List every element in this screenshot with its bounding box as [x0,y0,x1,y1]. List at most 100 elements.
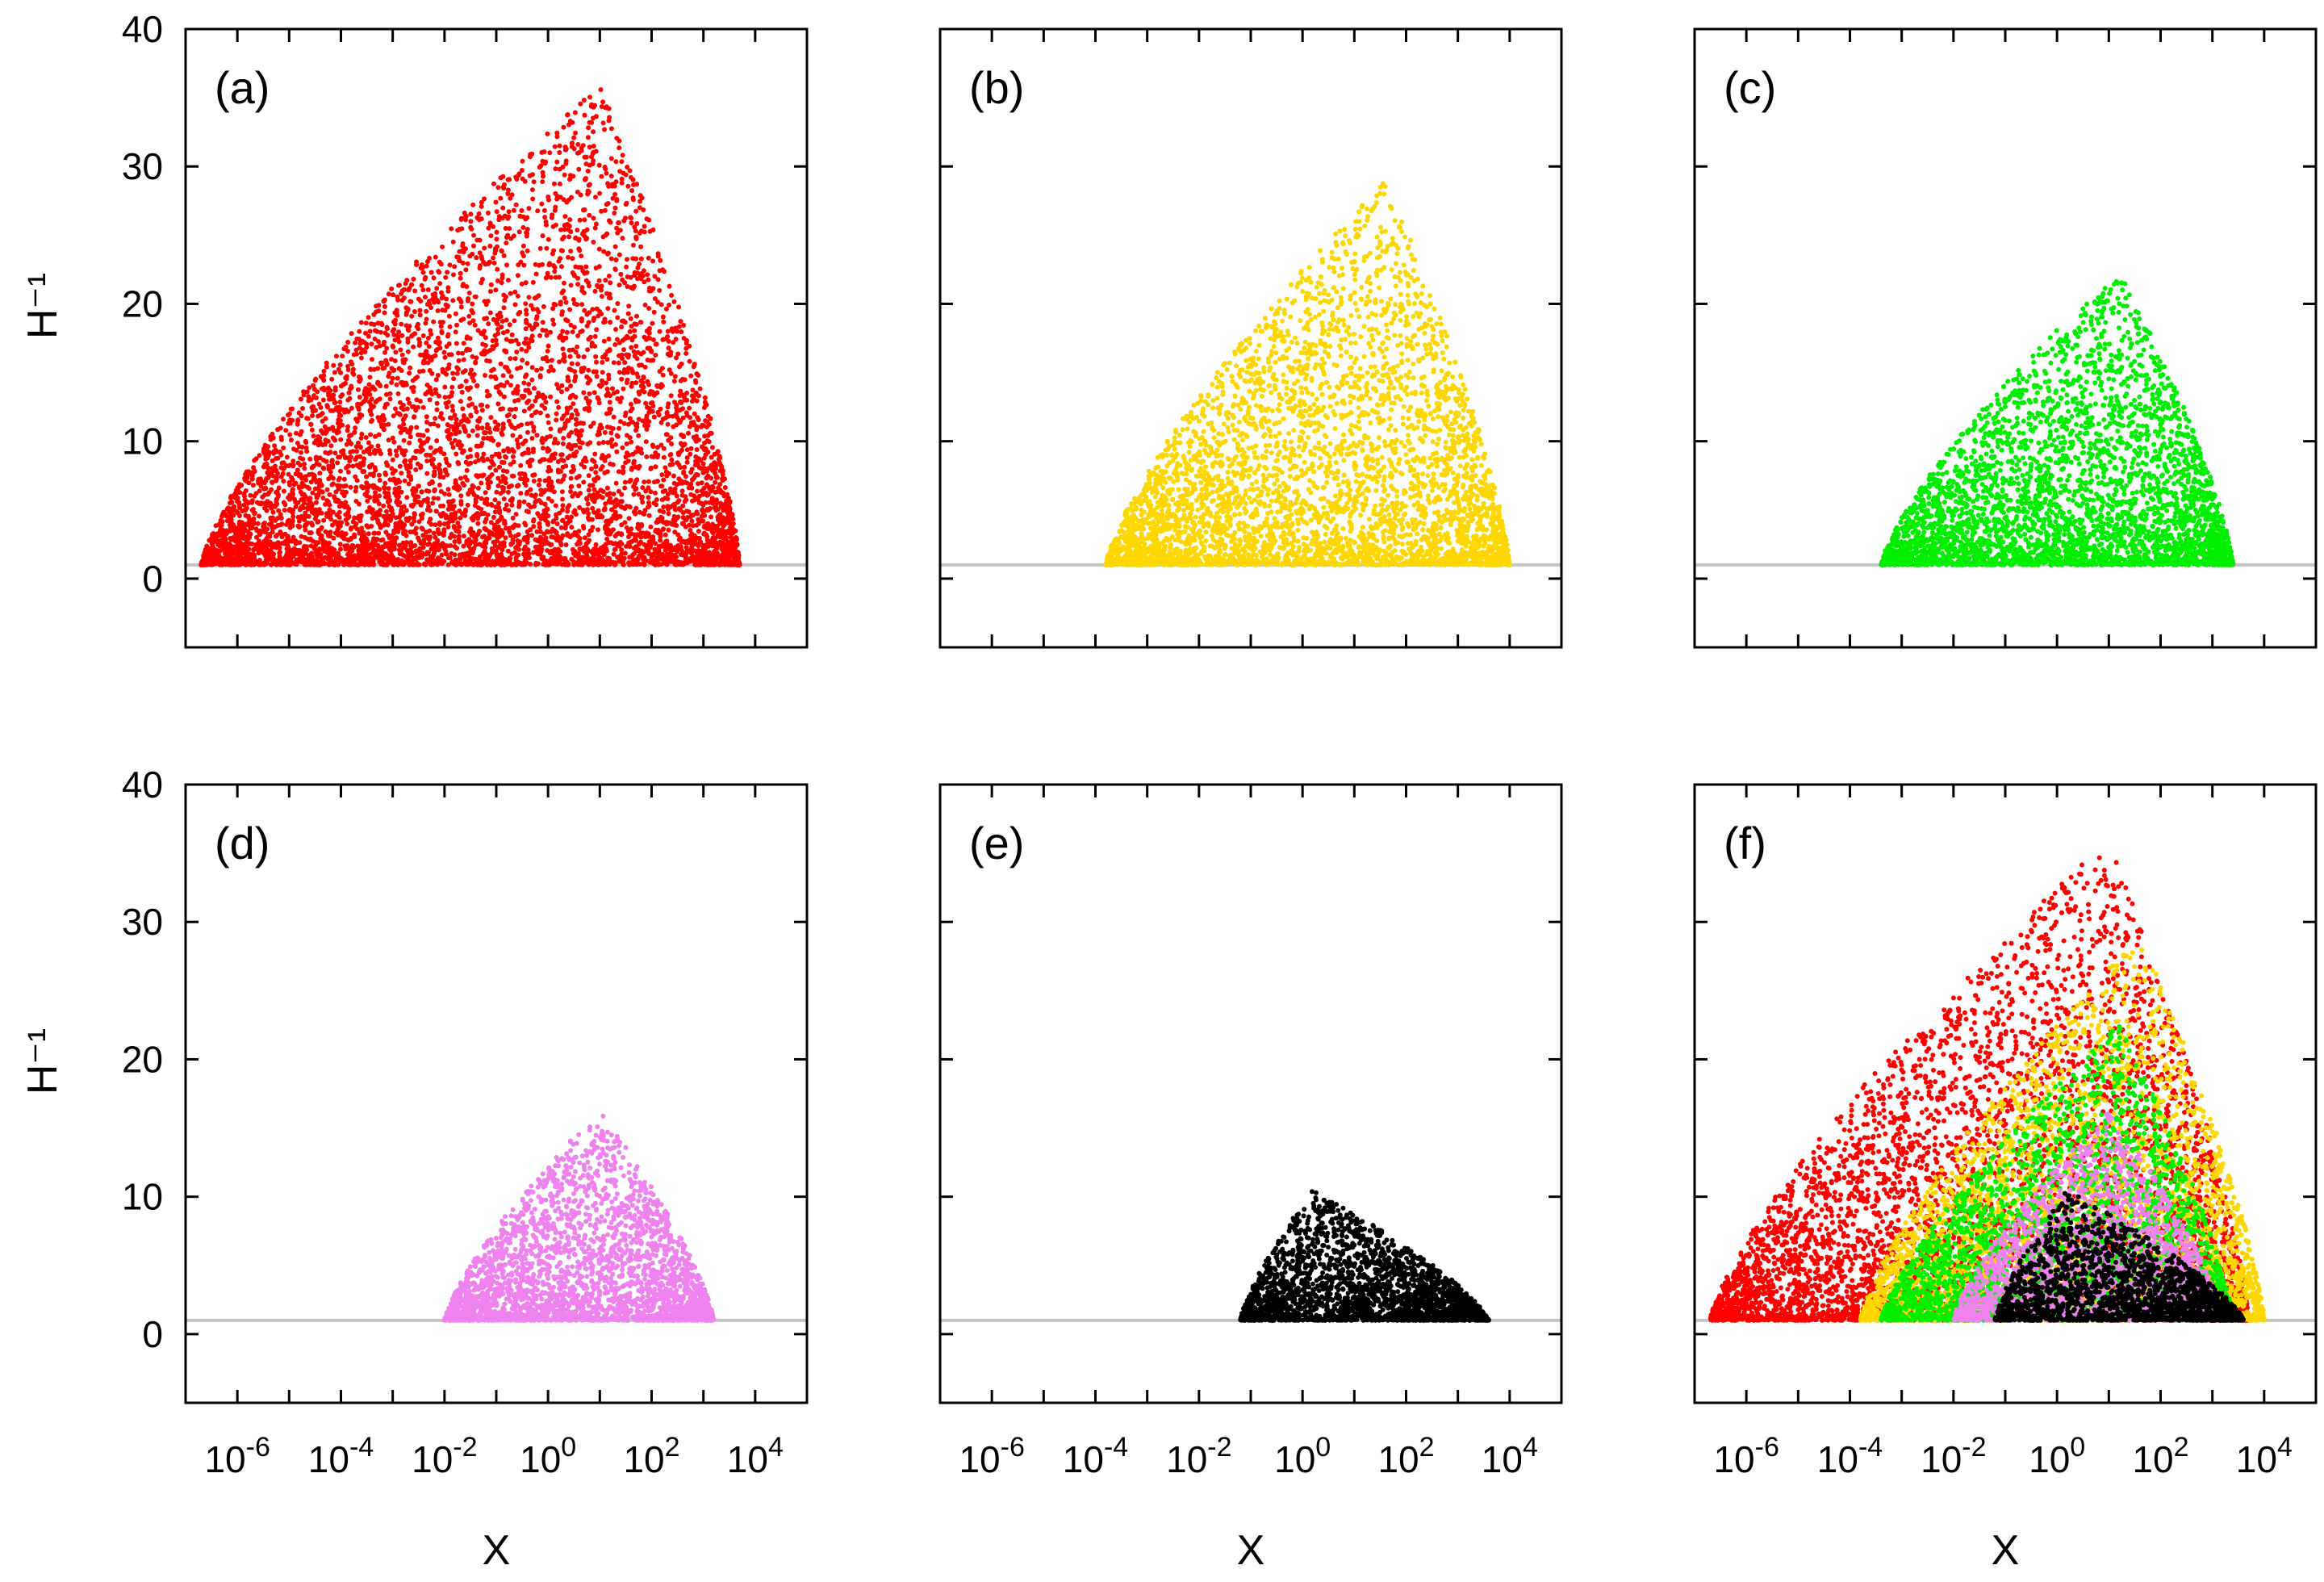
scatter-point [705,483,711,489]
scatter-point [540,179,545,185]
scatter-point [576,166,582,172]
scatter-point [600,99,606,105]
scatter-point [500,373,506,379]
scatter-point [503,225,508,231]
scatter-point [462,475,468,480]
scatter-point [288,406,294,412]
scatter-point [603,278,608,283]
scatter-point [345,509,351,515]
scatter-point [491,462,496,467]
scatter-point [504,379,510,385]
scatter-point [660,314,666,320]
scatter-point [424,496,430,501]
scatter-point [515,388,520,393]
scatter-point [499,319,505,324]
scatter-point [333,489,339,495]
scatter-point [323,416,328,421]
scatter-point [552,269,558,274]
scatter-point [321,466,327,471]
scatter-point [624,525,629,530]
scatter-point [350,449,356,454]
scatter-point [278,529,283,534]
scatter-point [584,323,590,329]
scatter-point [571,463,576,469]
scatter-point [327,396,332,402]
scatter-point [270,473,276,479]
scatter-point [276,508,282,513]
scatter-point [603,501,608,507]
scatter-point [545,420,551,425]
scatter-point [474,409,479,415]
scatter-point [520,358,525,363]
scatter-point [376,303,382,308]
scatter-point [611,414,617,420]
scatter-point [583,154,588,160]
scatter-point [541,531,547,537]
scatter-point [442,354,448,360]
scatter-point [619,159,625,165]
scatter-point [428,508,433,513]
scatter-point [553,190,558,196]
scatter-point [476,211,482,216]
scatter-point [505,177,511,182]
scatter-point [301,389,307,395]
scatter-point [611,360,617,366]
scatter-point [615,433,621,439]
scatter-point [476,217,482,223]
scatter-point [504,349,509,355]
scatter-point [408,464,413,470]
scatter-point [615,301,621,306]
scatter-point [257,488,262,494]
scatter-point [618,271,624,277]
scatter-point [705,473,711,479]
scatter-point [629,368,635,374]
scatter-point [653,464,658,470]
scatter-point [400,359,406,365]
scatter-point [582,207,587,212]
scatter-point [424,383,430,387]
scatter-point [269,487,274,492]
scatter-point [428,445,433,450]
scatter-point [485,210,491,216]
scatter-point [582,217,587,223]
scatter-point [458,493,464,499]
scatter-point [537,521,542,526]
scatter-point [539,201,545,207]
scatter-point [568,249,574,254]
scatter-point [646,495,651,500]
scatter-point [236,559,242,565]
scatter-point [441,503,446,508]
scatter-point [706,421,712,427]
scatter-point [410,332,416,337]
scatter-point [567,395,573,400]
scatter-point [366,531,371,537]
scatter-point [701,405,707,410]
scatter-point [566,433,571,439]
scatter-point [663,488,668,493]
scatter-point [257,528,263,534]
scatter-point [579,428,584,433]
scatter-point [359,525,365,531]
scatter-point [497,510,503,516]
scatter-point [395,391,401,396]
scatter-point [376,472,382,478]
scatter-point [265,533,271,538]
scatter-point [334,405,340,410]
scatter-point [564,199,570,205]
scatter-point [324,511,329,517]
scatter-point [620,445,625,450]
scatter-point [562,295,567,301]
scatter-point [596,527,600,533]
scatter-point [526,295,532,300]
scatter-point [397,400,403,405]
scatter-point [568,475,574,481]
scatter-point [684,391,690,396]
scatter-point [434,286,440,291]
scatter-point [544,245,550,251]
scatter-point [643,488,649,494]
scatter-point [399,352,405,358]
scatter-point [591,144,596,149]
scatter-point [627,544,633,550]
scatter-point [611,391,617,396]
scatter-point [592,225,598,231]
